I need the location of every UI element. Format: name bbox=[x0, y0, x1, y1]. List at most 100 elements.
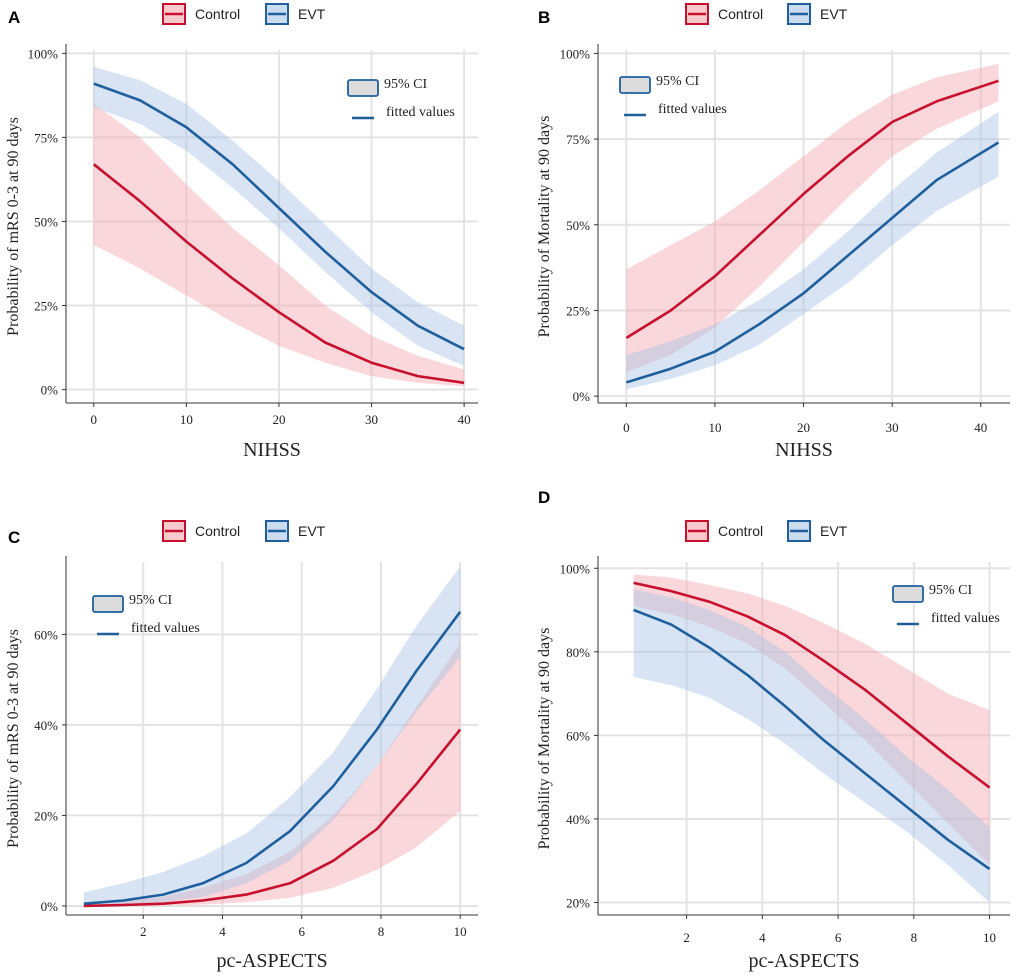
control-ci-band bbox=[633, 574, 990, 865]
fitted-legend-label: fitted values bbox=[931, 611, 1000, 626]
panel-letter-b: B bbox=[538, 8, 550, 27]
x-tick-label: 30 bbox=[886, 420, 899, 435]
legend-evt-key bbox=[265, 3, 289, 25]
y-tick-label: 25% bbox=[566, 303, 590, 318]
ci-legend-swatch bbox=[347, 79, 379, 97]
panel-c: C 2 4 6 8 10 0% 20% 40% 60% pc-ASPECTS Probability … bbox=[5, 520, 478, 972]
grid bbox=[598, 50, 1010, 403]
legend-control-label: Control bbox=[195, 523, 240, 539]
x-tick-label: 6 bbox=[835, 930, 842, 945]
legend-evt-key bbox=[265, 520, 289, 542]
x-tick-label: 4 bbox=[219, 924, 226, 939]
ci-legend-swatch bbox=[892, 585, 924, 603]
ci-legend-swatch bbox=[92, 595, 124, 613]
panel-d: D 2 4 6 8 10 20% 40% 60% 80% 100% pc-ASPECTS Probabi… bbox=[536, 488, 1010, 972]
x-tick-label: 20 bbox=[272, 412, 285, 427]
series-legend: Control EVT bbox=[685, 520, 848, 542]
fitted-legend-label: fitted values bbox=[658, 102, 727, 117]
ci-legend-swatch bbox=[619, 76, 651, 94]
x-tick-label: 10 bbox=[180, 412, 193, 427]
series-legend: Control EVT bbox=[162, 3, 326, 25]
y-tick-label: 75% bbox=[34, 130, 58, 145]
x-tick-label: 0 bbox=[623, 420, 630, 435]
legend-evt-label: EVT bbox=[298, 6, 326, 22]
grid bbox=[66, 562, 478, 915]
grid bbox=[66, 50, 478, 403]
y-axis-title: Probability of Mortality at 90 days bbox=[536, 116, 553, 338]
panel-a: A 0 10 20 30 40 0% 25% 50% 75% 100% NIHSS Probabilit… bbox=[5, 3, 478, 461]
y-tick-label: 60% bbox=[34, 627, 58, 642]
x-tick-label: 40 bbox=[458, 412, 471, 427]
y-tick-label: 0% bbox=[41, 383, 59, 398]
legend-control-key bbox=[685, 3, 709, 25]
y-tick-label: 40% bbox=[34, 718, 58, 733]
y-tick-label: 20% bbox=[34, 808, 58, 823]
evt-fitted-line bbox=[93, 82, 465, 351]
y-tick-label: 75% bbox=[566, 132, 590, 147]
control-ci-band bbox=[626, 63, 999, 373]
ci-legend: 95% CI fitted values bbox=[347, 77, 455, 120]
x-tick-label: 20 bbox=[797, 420, 810, 435]
panel-letter-d: D bbox=[538, 488, 550, 507]
panel-letter-c: C bbox=[8, 528, 20, 547]
ci-legend-label: 95% CI bbox=[656, 74, 700, 89]
ci-legend-label: 95% CI bbox=[384, 77, 428, 92]
ci-legend-label: 95% CI bbox=[129, 593, 173, 608]
legend-evt-label: EVT bbox=[820, 523, 848, 539]
x-tick-label: 40 bbox=[974, 420, 987, 435]
control-fitted-line bbox=[83, 728, 462, 908]
y-tick-label: 50% bbox=[34, 214, 58, 229]
x-tick-label: 6 bbox=[298, 924, 305, 939]
y-tick-label: 0% bbox=[573, 389, 591, 404]
x-axis-title: NIHSS bbox=[243, 439, 301, 461]
evt-fitted-line bbox=[83, 611, 462, 905]
legend-control-key bbox=[162, 3, 186, 25]
legend-evt-label: EVT bbox=[298, 523, 326, 539]
legend-evt-key bbox=[787, 520, 811, 542]
ci-legend-label: 95% CI bbox=[929, 583, 973, 598]
series-legend: Control EVT bbox=[162, 520, 326, 542]
x-axis-title: pc-ASPECTS bbox=[748, 950, 859, 972]
x-tick-label: 2 bbox=[140, 924, 147, 939]
y-tick-label: 100% bbox=[28, 46, 59, 61]
fitted-legend-label: fitted values bbox=[131, 621, 200, 636]
y-tick-label: 100% bbox=[560, 46, 591, 61]
control-fitted-line bbox=[633, 581, 991, 789]
legend-control-key bbox=[162, 520, 186, 542]
ci-legend: 95% CI fitted values bbox=[92, 593, 200, 636]
x-tick-label: 4 bbox=[759, 930, 766, 945]
y-axis-title: Probability of mRS 0-3 at 90 days bbox=[5, 117, 22, 336]
ci-legend: 95% CI fitted values bbox=[892, 583, 1000, 626]
evt-fitted-line bbox=[626, 141, 1000, 384]
x-tick-label: 10 bbox=[708, 420, 721, 435]
ci-legend: 95% CI fitted values bbox=[619, 74, 727, 117]
legend-evt-label: EVT bbox=[820, 6, 848, 22]
fitted-legend-label: fitted values bbox=[386, 105, 455, 120]
panel-letter-a: A bbox=[8, 8, 20, 27]
y-tick-label: 25% bbox=[34, 299, 58, 314]
evt-ci-band bbox=[626, 111, 999, 390]
control-ci-band bbox=[93, 103, 465, 387]
y-axis-title: Probability of Mortality at 90 days bbox=[536, 628, 553, 850]
grid bbox=[598, 562, 1010, 915]
x-tick-label: 8 bbox=[378, 924, 385, 939]
legend-control-label: Control bbox=[718, 523, 763, 539]
y-tick-label: 40% bbox=[566, 812, 590, 827]
x-tick-label: 0 bbox=[91, 412, 98, 427]
legend-control-key bbox=[685, 520, 709, 542]
evt-fitted-line bbox=[633, 608, 991, 871]
y-tick-label: 50% bbox=[566, 218, 590, 233]
series-legend: Control EVT bbox=[685, 3, 848, 25]
x-axis-title: NIHSS bbox=[775, 439, 833, 461]
x-tick-label: 30 bbox=[365, 412, 378, 427]
panel-b: B 0 10 20 30 40 0% 25% 50% 75% 100% NIHSS Probabilit… bbox=[536, 3, 1010, 461]
y-tick-label: 20% bbox=[566, 895, 590, 910]
x-tick-label: 2 bbox=[683, 930, 690, 945]
x-tick-label: 8 bbox=[911, 930, 918, 945]
evt-ci-band bbox=[83, 566, 461, 906]
x-tick-label: 10 bbox=[983, 930, 996, 945]
control-fitted-line bbox=[92, 163, 465, 385]
x-axis-title: pc-ASPECTS bbox=[216, 950, 327, 972]
x-tick-label: 10 bbox=[454, 924, 467, 939]
